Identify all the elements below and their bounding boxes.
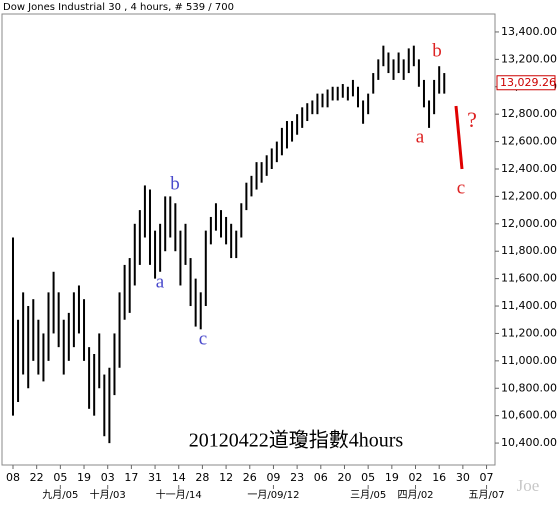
x-tick-label: 26 bbox=[243, 471, 257, 484]
y-tick-label: 11,200.00 bbox=[501, 326, 557, 339]
x-tick-label: 19 bbox=[385, 471, 399, 484]
y-tick-label: 11,400.00 bbox=[501, 299, 557, 312]
x-tick-label: 07 bbox=[480, 471, 494, 484]
y-tick-label: 13,200.00 bbox=[501, 52, 557, 65]
x-tick-label: 22 bbox=[30, 471, 44, 484]
chart-title: Dow Jones Industrial 30 , 4 hours, # 539… bbox=[3, 2, 234, 13]
x-major-label: 九月/05 bbox=[42, 489, 78, 501]
x-tick-label: 05 bbox=[361, 471, 375, 484]
annotation: Joe bbox=[517, 476, 540, 495]
x-major-label: 五月/07 bbox=[468, 489, 504, 501]
y-tick-label: 12,200.00 bbox=[501, 189, 557, 202]
y-tick-label: 13,400.00 bbox=[501, 25, 557, 38]
x-tick-label: 30 bbox=[456, 471, 470, 484]
last-price-box bbox=[496, 75, 556, 91]
x-tick-label: 19 bbox=[77, 471, 91, 484]
x-major-label: 一月/09/12 bbox=[247, 489, 299, 501]
annotation: a bbox=[416, 126, 425, 147]
x-tick-label: 08 bbox=[6, 471, 20, 484]
x-tick-label: 16 bbox=[432, 471, 446, 484]
annotation: c bbox=[199, 328, 207, 349]
projection-line bbox=[454, 105, 464, 170]
plot-frame bbox=[1, 13, 496, 466]
x-tick-label: 20 bbox=[337, 471, 351, 484]
last-price-label: 13,029.26 bbox=[500, 76, 556, 89]
x-tick-label: 14 bbox=[172, 471, 186, 484]
y-tick-label: 10,400.00 bbox=[501, 436, 557, 449]
y-tick-label: 12,600.00 bbox=[501, 135, 557, 148]
annotation: 20120422道瓊指數4hours bbox=[189, 429, 404, 452]
y-tick-label: 11,800.00 bbox=[501, 244, 557, 257]
y-tick-label: 10,600.00 bbox=[501, 409, 557, 422]
x-tick-label: 09 bbox=[266, 471, 280, 484]
annotation: c bbox=[457, 177, 465, 198]
y-tick-label: 12,000.00 bbox=[501, 217, 557, 230]
x-major-label: 十一月/14 bbox=[156, 488, 202, 501]
x-tick-label: 02 bbox=[409, 471, 423, 484]
x-major-label: 十月/03 bbox=[90, 488, 126, 501]
y-tick-label: 12,400.00 bbox=[501, 162, 557, 175]
x-tick-label: 03 bbox=[101, 471, 115, 484]
y-tick-label: 11,600.00 bbox=[501, 272, 557, 285]
x-tick-label: 31 bbox=[148, 471, 162, 484]
x-major-label: 四月/02 bbox=[397, 489, 433, 501]
x-tick-label: 17 bbox=[124, 471, 138, 484]
annotation: b bbox=[170, 173, 180, 194]
y-tick-label: 12,800.00 bbox=[501, 107, 557, 120]
x-tick-label: 28 bbox=[195, 471, 209, 484]
annotation: ? bbox=[467, 107, 477, 132]
annotation: a bbox=[156, 271, 165, 292]
y-tick-label: 11,000.00 bbox=[501, 354, 557, 367]
annotation: b bbox=[432, 40, 442, 61]
x-tick-label: 12 bbox=[219, 471, 233, 484]
x-tick-label: 05 bbox=[53, 471, 67, 484]
x-tick-label: 06 bbox=[314, 471, 328, 484]
y-tick-label: 10,800.00 bbox=[501, 381, 557, 394]
x-major-label: 三月/05 bbox=[350, 489, 386, 501]
x-tick-label: 23 bbox=[290, 471, 304, 484]
